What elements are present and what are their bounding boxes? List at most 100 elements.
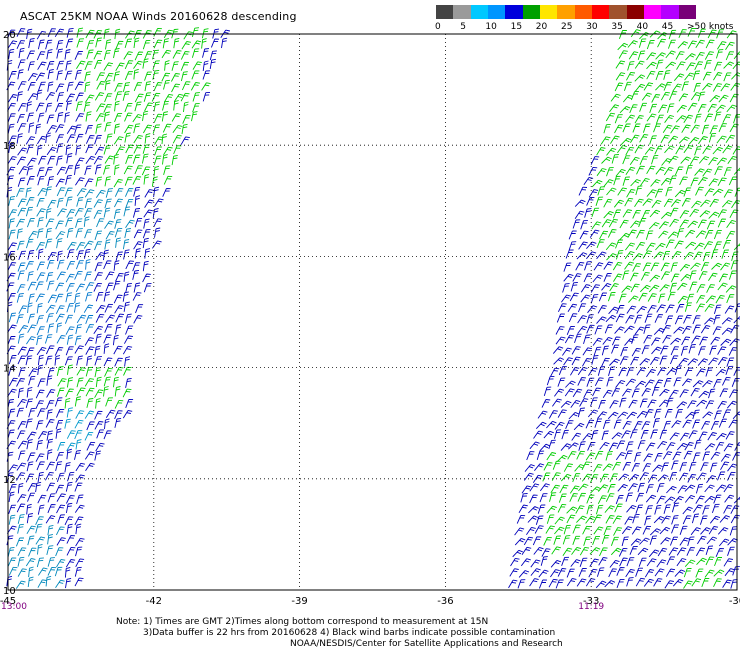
wind-barb xyxy=(55,134,64,144)
wind-barb xyxy=(28,368,38,377)
wind-barb xyxy=(132,154,141,164)
wind-barb xyxy=(603,179,614,187)
wind-barb xyxy=(94,164,102,175)
wind-barb xyxy=(655,52,666,60)
wind-barb xyxy=(628,399,638,409)
wind-barb xyxy=(706,284,715,293)
wind-barb xyxy=(36,51,46,61)
wind-barb xyxy=(133,82,143,92)
wind-barb xyxy=(587,441,596,451)
wind-barb xyxy=(724,305,735,314)
wind-barb xyxy=(703,241,713,250)
wind-barb xyxy=(704,303,715,312)
wind-barb xyxy=(699,515,708,525)
wind-barb xyxy=(705,400,715,410)
wind-barb xyxy=(543,430,554,439)
wind-barb xyxy=(675,51,685,60)
wind-barb xyxy=(558,493,567,503)
wind-barb xyxy=(104,198,112,209)
wind-barb xyxy=(95,176,103,187)
wind-barb xyxy=(17,81,27,90)
wind-barb xyxy=(696,557,707,566)
wind-barb xyxy=(625,315,635,324)
wind-barb xyxy=(171,73,180,82)
wind-barb xyxy=(113,294,123,304)
wind-barb xyxy=(74,482,83,492)
wind-barb xyxy=(647,293,657,302)
wind-barb xyxy=(722,145,733,154)
wind-barb xyxy=(36,346,47,356)
wind-barb xyxy=(563,463,573,472)
wind-barb xyxy=(601,156,612,164)
wind-barb xyxy=(84,94,95,103)
wind-barb xyxy=(75,101,83,112)
wind-barb xyxy=(683,145,694,154)
wind-barb xyxy=(25,238,34,249)
wind-barb xyxy=(717,282,728,291)
wind-barb xyxy=(660,211,672,220)
wind-barb xyxy=(594,377,604,387)
wind-barb xyxy=(162,38,169,49)
wind-barb xyxy=(76,197,84,207)
wind-barb xyxy=(630,538,642,546)
wind-barb xyxy=(575,261,585,271)
wind-barb xyxy=(570,399,581,408)
wind-barb xyxy=(606,253,617,261)
wind-barb xyxy=(517,579,526,589)
wind-barb xyxy=(576,578,587,587)
wind-barb xyxy=(7,398,15,409)
wind-barb xyxy=(692,409,700,420)
wind-barb xyxy=(564,388,575,397)
wind-barb xyxy=(716,432,727,441)
wind-barb xyxy=(646,558,657,567)
wind-barb xyxy=(667,39,676,49)
wind-barb xyxy=(124,188,134,197)
wind-barb xyxy=(608,306,619,315)
wind-barb xyxy=(705,295,716,304)
wind-barb xyxy=(152,69,160,80)
wind-barb xyxy=(143,218,150,229)
footnote-line-2: 3)Data buffer is 22 hrs from 20160628 4)… xyxy=(143,628,556,638)
wind-barb xyxy=(657,32,668,40)
wind-barb xyxy=(696,368,706,377)
wind-barb xyxy=(613,527,623,536)
wind-barb xyxy=(25,136,36,145)
wind-barb xyxy=(634,74,646,82)
wind-barb xyxy=(627,229,637,238)
wind-barb xyxy=(638,38,647,48)
wind-barb xyxy=(720,83,731,92)
wind-barb xyxy=(695,51,705,61)
wind-barb xyxy=(55,526,65,536)
wind-barb xyxy=(686,293,695,304)
legend-swatch xyxy=(505,5,524,19)
wind-barb xyxy=(691,200,702,209)
wind-barb xyxy=(8,355,17,365)
wind-barb xyxy=(565,380,576,388)
wind-barb xyxy=(75,113,85,122)
wind-barb xyxy=(103,343,110,354)
legend-swatch xyxy=(522,5,541,19)
wind-barb xyxy=(597,411,608,419)
wind-barb xyxy=(637,482,645,493)
wind-barb xyxy=(675,115,687,123)
wind-barb xyxy=(17,387,24,399)
wind-barb xyxy=(634,198,644,207)
wind-barb xyxy=(209,50,217,61)
time-label: 11:19 xyxy=(578,602,604,612)
wind-barb xyxy=(46,49,53,60)
wind-barb xyxy=(37,81,46,91)
wind-barb xyxy=(56,238,63,249)
wind-barb xyxy=(602,389,613,399)
wind-barb xyxy=(112,334,119,346)
wind-barb xyxy=(605,112,616,122)
legend-tick-label: 35 xyxy=(611,22,623,32)
wind-barb xyxy=(693,82,701,93)
wind-barb xyxy=(570,367,580,376)
wind-barb xyxy=(133,186,141,197)
wind-barb xyxy=(700,199,711,208)
wind-barb xyxy=(124,124,134,134)
wind-barb xyxy=(720,453,731,462)
wind-barb xyxy=(76,367,86,376)
wind-barb xyxy=(65,346,74,356)
